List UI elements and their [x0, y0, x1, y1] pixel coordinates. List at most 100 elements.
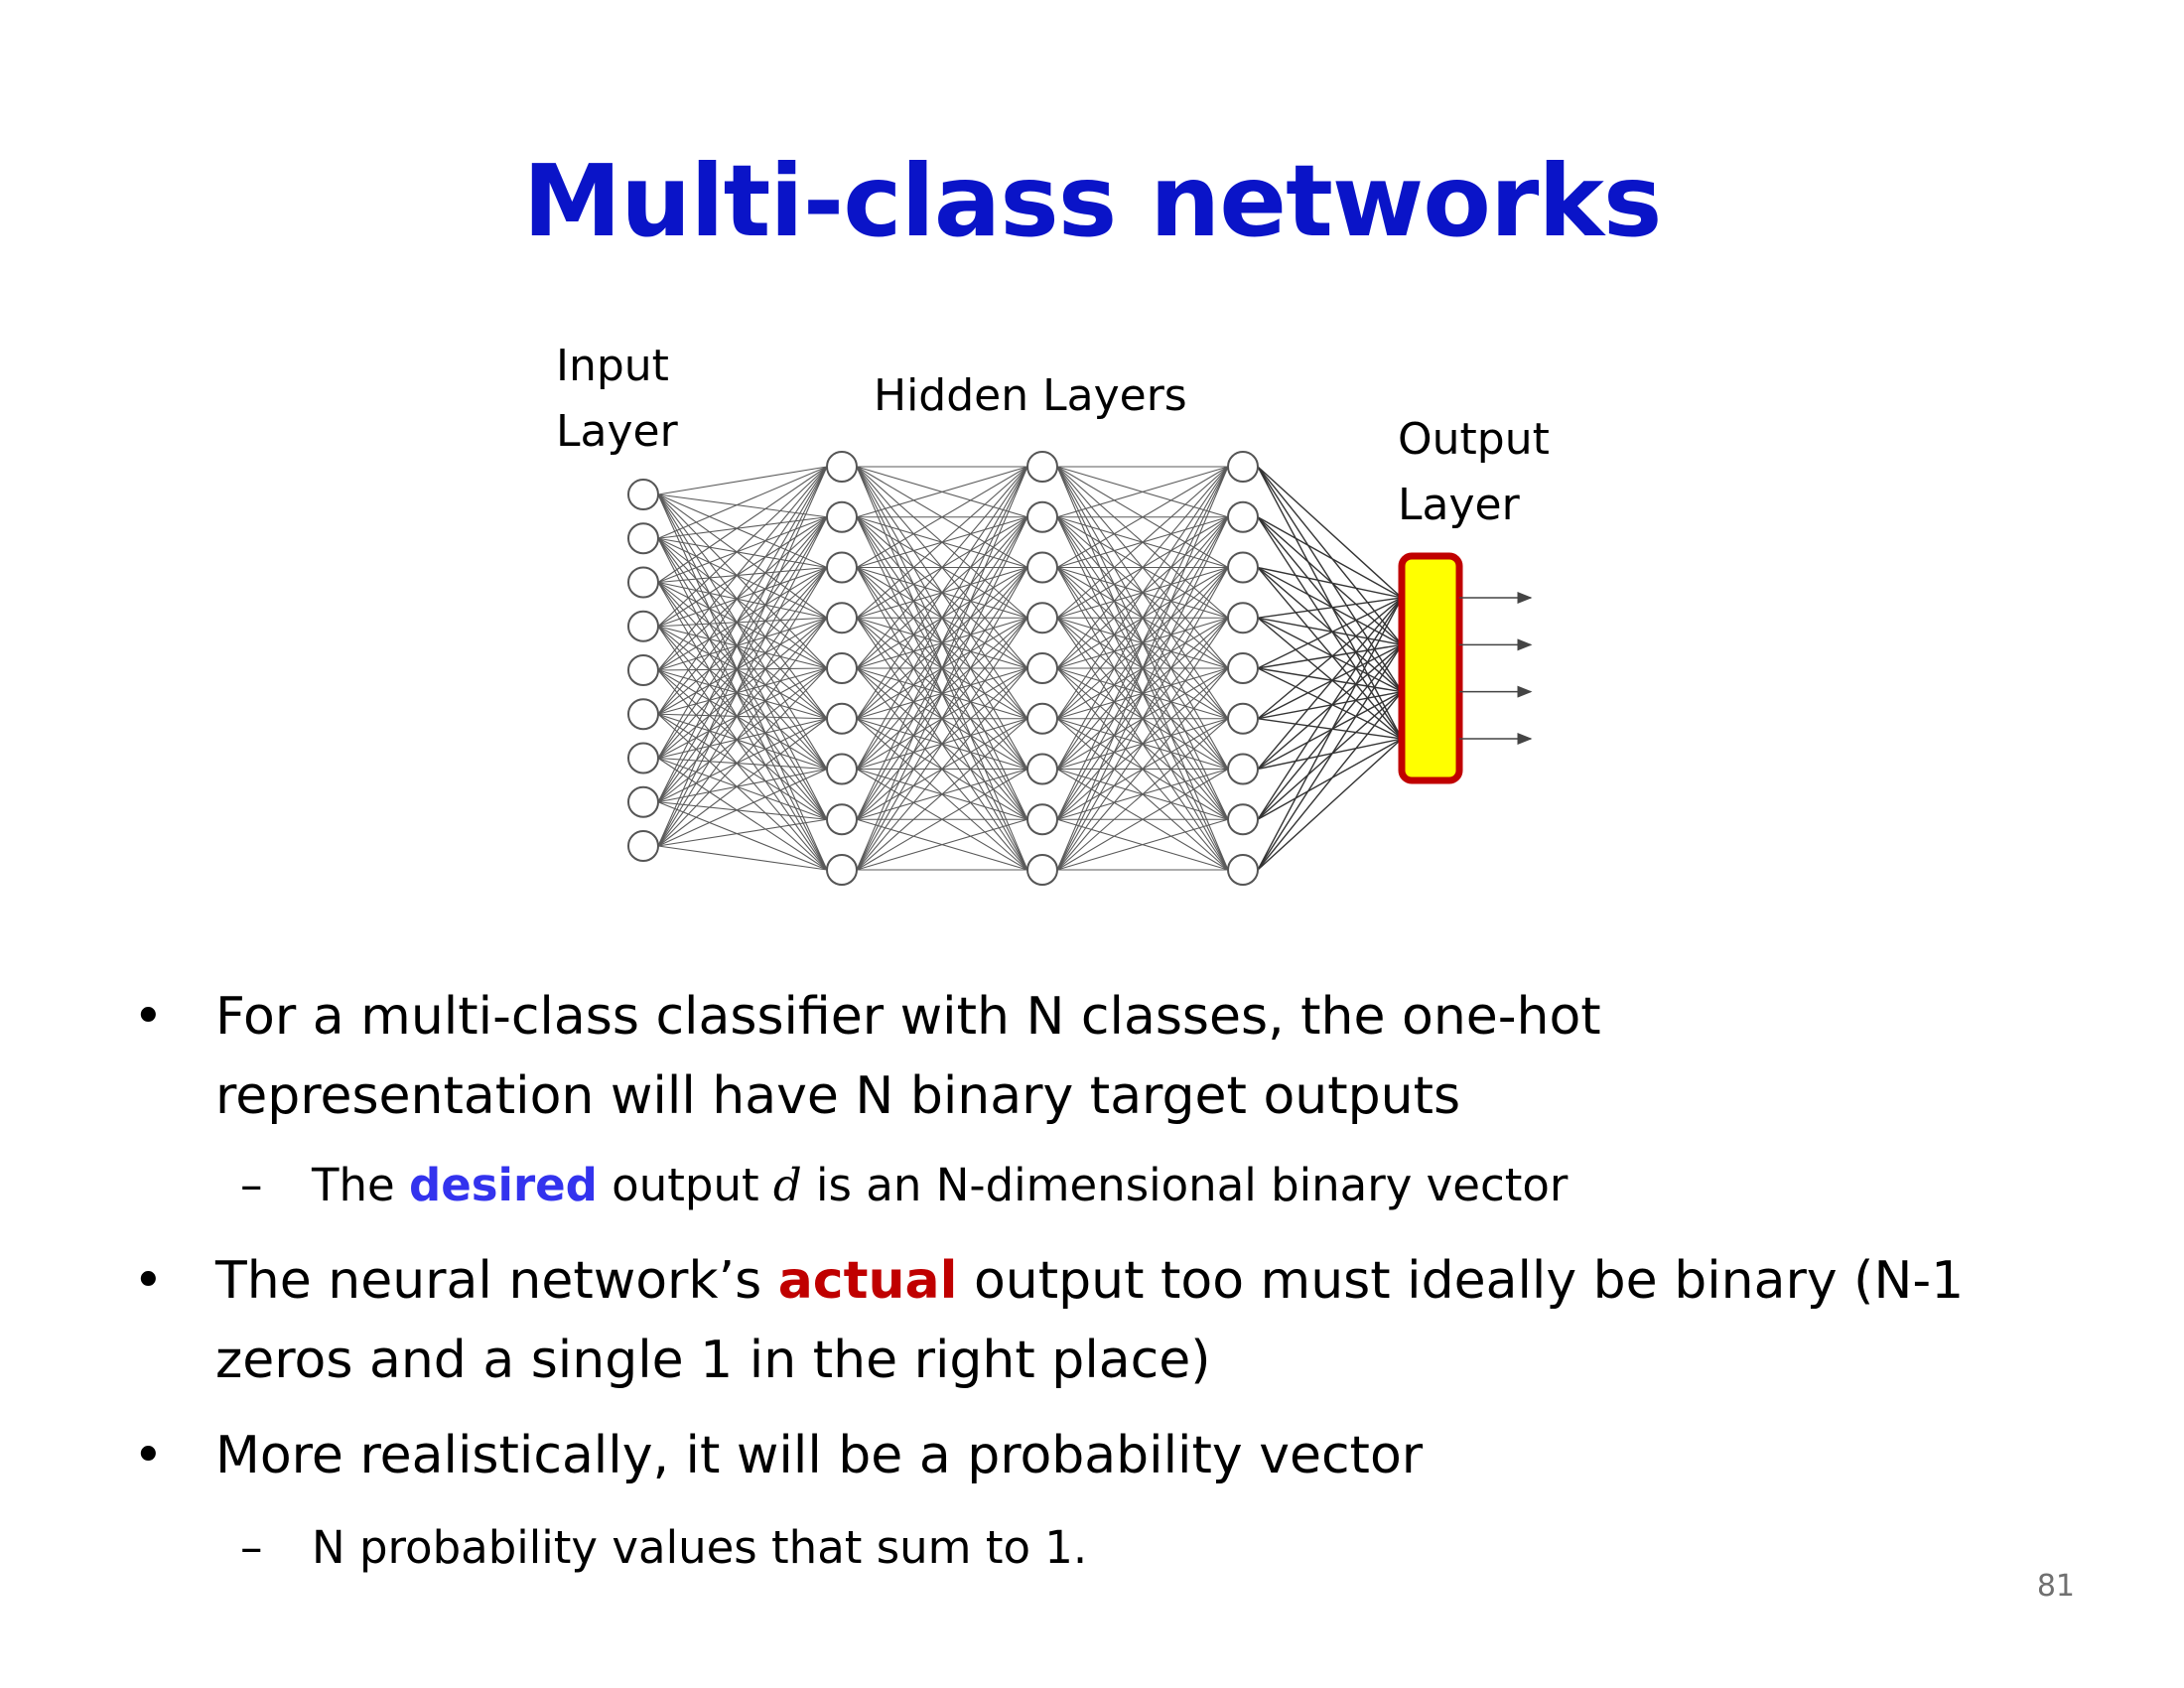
connection-line	[1257, 597, 1403, 871]
connection-line	[657, 582, 828, 820]
connection-line	[1257, 466, 1403, 599]
output-layer	[1398, 552, 1533, 784]
connection-line	[657, 845, 828, 871]
connection-line	[657, 466, 828, 583]
connection-line	[1257, 738, 1403, 771]
connection-line	[657, 669, 828, 720]
hidden-node	[1026, 500, 1058, 533]
connection-line	[657, 713, 828, 820]
connection-line	[856, 769, 1028, 871]
connection-line	[657, 582, 828, 720]
hidden-node	[1227, 702, 1259, 735]
connection-line	[1257, 597, 1403, 720]
input-node	[627, 654, 659, 686]
connection-line	[856, 466, 1028, 619]
connection-line	[657, 516, 828, 539]
connection-line	[657, 718, 828, 847]
connection-line	[657, 516, 828, 671]
connection-line	[657, 516, 828, 847]
connection-line	[1056, 667, 1229, 871]
connection-line	[1056, 617, 1229, 871]
connection-line	[657, 713, 828, 871]
connection-line	[1056, 466, 1229, 770]
connection-line	[856, 466, 1028, 770]
connection-line	[657, 582, 828, 669]
connection-line	[657, 801, 828, 871]
connection-line	[657, 626, 828, 669]
connection-line	[1056, 718, 1229, 871]
hidden-node	[1026, 602, 1058, 634]
connection-line	[657, 669, 828, 871]
connection-line	[657, 466, 828, 847]
connection-line	[1257, 597, 1403, 669]
connection-line	[856, 466, 1028, 720]
hidden-node	[826, 500, 858, 533]
hidden-node	[1026, 753, 1058, 785]
connection-line	[657, 516, 828, 803]
hidden-node	[1026, 451, 1058, 483]
connection-line	[1257, 738, 1403, 820]
connection-line	[1257, 643, 1403, 871]
connection-line	[657, 516, 828, 759]
connection-line	[856, 667, 1028, 871]
input-node	[627, 785, 659, 818]
page-number: 81	[2036, 1569, 2075, 1604]
network-nodes	[627, 451, 1259, 886]
hidden-node	[826, 451, 858, 483]
connection-line	[657, 801, 828, 820]
connection-line	[657, 617, 828, 715]
connection-line	[657, 466, 828, 715]
input-node	[627, 742, 659, 774]
connection-line	[657, 537, 828, 619]
connection-line	[657, 667, 828, 671]
connection-line	[657, 757, 828, 820]
connection-line	[657, 713, 828, 771]
connection-line	[657, 516, 828, 715]
hidden-node	[1227, 602, 1259, 634]
connection-line	[657, 667, 828, 715]
connection-line	[657, 566, 828, 628]
connection-line	[1056, 466, 1229, 669]
connection-line	[1056, 466, 1229, 518]
connection-line	[657, 669, 828, 770]
hidden-node	[826, 551, 858, 584]
connection-line	[1056, 466, 1229, 619]
hidden-node	[826, 753, 858, 785]
input-node	[627, 610, 659, 642]
connection-line	[657, 713, 828, 720]
input-node	[627, 566, 659, 599]
connection-line	[1257, 617, 1403, 693]
input-node	[627, 698, 659, 731]
hidden-node	[826, 803, 858, 836]
connection-line	[1056, 818, 1229, 871]
connection-line	[657, 669, 828, 820]
connection-line	[856, 466, 1028, 820]
connection-line	[657, 567, 828, 759]
connection-line	[657, 537, 828, 770]
connection-line	[657, 493, 828, 720]
connection-line	[657, 466, 828, 802]
connection-line	[657, 537, 828, 669]
connection-line	[657, 567, 828, 847]
connection-line	[856, 466, 1028, 669]
hidden-node	[1026, 652, 1058, 684]
connection-line	[1257, 597, 1403, 770]
connection-line	[1257, 466, 1403, 740]
hidden-node	[1227, 451, 1259, 483]
connection-line	[657, 493, 828, 770]
hidden-node	[1026, 803, 1058, 836]
connection-line	[657, 516, 828, 628]
connection-line	[657, 768, 828, 803]
connection-line	[657, 626, 828, 770]
connection-line	[1257, 516, 1403, 740]
connection-line	[657, 566, 828, 584]
connection-line	[1257, 643, 1403, 820]
connection-line	[657, 493, 828, 518]
connection-line	[1257, 667, 1403, 740]
hidden-node	[826, 702, 858, 735]
connection-line	[856, 617, 1028, 871]
connection-line	[1257, 643, 1403, 771]
hidden-node	[1227, 803, 1259, 836]
connection-line	[1257, 667, 1403, 693]
